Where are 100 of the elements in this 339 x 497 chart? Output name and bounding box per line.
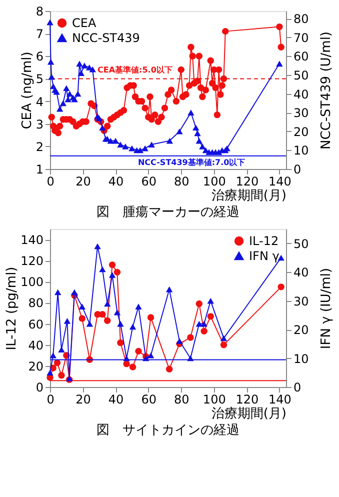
y2-tick-label: 0 <box>294 162 302 176</box>
text: 図 サイトカインの経過 <box>96 423 240 438</box>
point <box>78 304 86 310</box>
x-tick-label: 0 <box>46 392 54 406</box>
point <box>123 360 130 368</box>
point <box>200 320 208 327</box>
y-tick-label: 120 <box>20 254 44 268</box>
point <box>194 130 201 136</box>
point <box>117 339 124 346</box>
x-tick-label: 100 <box>202 174 226 188</box>
y-axis-title: IL-12 (pg/ml) <box>4 266 20 350</box>
point <box>148 142 155 148</box>
y-tick-label: 40 <box>28 338 44 352</box>
x-tick-label: 120 <box>236 392 259 406</box>
point <box>81 62 88 68</box>
point <box>135 348 142 355</box>
y2-tick-label: 0 <box>294 380 302 394</box>
point <box>104 317 111 324</box>
y2-axis-title: NCC-ST439 (U/ml) <box>318 31 334 150</box>
point <box>147 352 154 358</box>
x-tick-label: 140 <box>268 174 292 188</box>
x-tick-label: 20 <box>76 392 91 406</box>
y2-tick-label: 10 <box>294 352 309 366</box>
point <box>129 324 136 330</box>
legend-label: IFN γ <box>249 249 280 263</box>
x-tick-label: 140 <box>268 392 292 406</box>
text: 図 腫瘍マーカーの経過 <box>96 205 240 220</box>
point <box>199 144 206 150</box>
x-tick-label: 60 <box>141 174 156 188</box>
x-axis-title: 治療期間(月) <box>211 188 286 204</box>
point <box>48 74 55 80</box>
y-axis-title: CEA (ng/ml) <box>20 52 35 130</box>
y2-tick-label: 20 <box>294 323 309 338</box>
y-tick-label: 60 <box>28 317 44 332</box>
point <box>99 124 106 131</box>
y2-tick-label: 30 <box>294 294 309 308</box>
ref-line-label: CEA基準値:5.0以下 <box>98 66 172 75</box>
point <box>129 364 136 370</box>
point <box>117 142 124 148</box>
point <box>122 144 129 150</box>
point <box>108 261 116 268</box>
point <box>207 298 214 304</box>
point <box>200 328 208 335</box>
point <box>207 313 214 320</box>
y2-tick-label: 60 <box>294 50 309 64</box>
point <box>104 300 111 307</box>
point <box>142 145 148 152</box>
y-tick-label: 3 <box>36 117 44 132</box>
y-tick-label: 0 <box>36 380 44 394</box>
point <box>114 268 121 276</box>
point <box>196 138 202 144</box>
y2-tick-label: 40 <box>294 266 309 280</box>
point <box>117 320 124 327</box>
point <box>135 304 142 310</box>
x-tick-label: 0 <box>46 174 54 188</box>
y2-tick-label: 40 <box>294 87 309 102</box>
point <box>94 243 101 250</box>
point <box>58 372 65 379</box>
point <box>47 58 54 65</box>
y2-tick-label: 70 <box>294 30 309 45</box>
y-tick-label: 2 <box>36 140 44 154</box>
point <box>192 124 200 131</box>
x-tick-label: 80 <box>174 392 190 406</box>
x-tick-label: 60 <box>141 392 156 406</box>
point <box>64 318 71 324</box>
y-tick-label: 5 <box>36 72 44 86</box>
y-tick-label: 8 <box>36 4 44 18</box>
legend-label: CEA <box>72 16 97 30</box>
y2-axis-title: IFN γ (IU/ml) <box>318 268 334 350</box>
point <box>64 96 72 102</box>
point <box>99 310 106 318</box>
point <box>276 60 283 67</box>
y-tick-label: 100 <box>20 275 44 290</box>
y-tick-label: 80 <box>28 296 44 310</box>
x-tick-label: 40 <box>108 174 124 188</box>
y2-tick-label: 20 <box>294 124 309 139</box>
y-tick-label: 4 <box>36 94 44 109</box>
y-tick-label: 6 <box>36 50 44 64</box>
x-tick-label: 80 <box>174 174 190 188</box>
point <box>56 106 64 112</box>
point <box>58 346 65 353</box>
ref-line-label: NCC-ST439基準値:7.0以下 <box>138 158 246 167</box>
point <box>114 309 121 316</box>
point <box>108 272 116 278</box>
point <box>63 85 70 92</box>
x-tick-label: 20 <box>76 174 91 188</box>
point <box>278 284 284 290</box>
legend-label: NCC-ST439 <box>72 31 140 45</box>
y2-tick-label: 50 <box>294 68 309 82</box>
point <box>86 320 94 327</box>
y-tick-label: 20 <box>28 359 44 374</box>
point <box>128 145 136 152</box>
x-tick-label: 100 <box>202 392 226 406</box>
point <box>188 110 194 116</box>
y2-tick-label: 80 <box>294 12 309 26</box>
x-tick-label: 120 <box>236 174 259 188</box>
point <box>220 342 228 348</box>
point <box>112 138 119 144</box>
legend-label: IL-12 <box>249 234 279 248</box>
point <box>196 300 202 308</box>
